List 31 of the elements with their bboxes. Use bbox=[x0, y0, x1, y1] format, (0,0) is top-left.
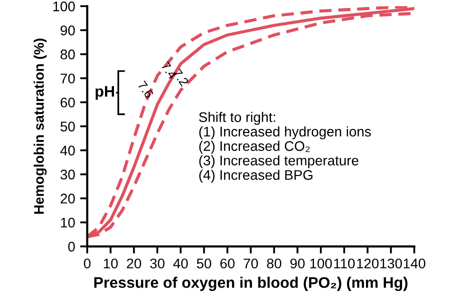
x-tick-label: 50 bbox=[196, 258, 212, 268]
text: 7.6 bbox=[137, 80, 154, 99]
y-tick-label: 30 bbox=[60, 170, 75, 180]
x-tick-label: 110 bbox=[334, 258, 355, 268]
x-tick-label: 40 bbox=[173, 258, 188, 268]
annotation: Shift to right: (1) Increased hydrogen ions (2) Increased CO₂ (3) Increased temperature (4) Increased BPG bbox=[199, 112, 371, 183]
x-tick-label: 60 bbox=[220, 258, 235, 268]
x-tick-label: 90 bbox=[290, 258, 305, 268]
y-tick-label: 100 bbox=[53, 1, 75, 12]
y-tick-label: 20 bbox=[60, 194, 75, 204]
x-axis-title: Pressure of oxygen in blood (PO₂) (mm Hg) bbox=[94, 276, 408, 292]
x-tick-label: 20 bbox=[126, 258, 142, 268]
x-tick-label: 130 bbox=[380, 258, 402, 268]
y-tick-label: 90 bbox=[60, 26, 75, 36]
y-tick-label: 10 bbox=[61, 218, 75, 228]
x-tick-label: 140 bbox=[404, 258, 426, 268]
x-tick-label: 10 bbox=[104, 258, 118, 268]
y-tick-label: 40 bbox=[60, 146, 75, 156]
y-tick-label: 80 bbox=[60, 50, 75, 60]
y-tick-label: 60 bbox=[60, 98, 75, 108]
x-tick-label: 30 bbox=[150, 258, 164, 268]
y-tick-label: 0 bbox=[68, 242, 75, 252]
y-tick-label: 50 bbox=[60, 122, 75, 132]
x-tick-label: 0 bbox=[84, 258, 91, 268]
y-axis-title: Hemoglobin saturation (%) bbox=[34, 38, 47, 214]
x-tick-label: 120 bbox=[357, 258, 379, 268]
annotation: pH bbox=[96, 86, 114, 100]
y-tick-label: 70 bbox=[60, 74, 75, 84]
x-tick-label: 70 bbox=[244, 258, 258, 268]
x-tick-label: 80 bbox=[266, 258, 282, 268]
x-tick-label: 100 bbox=[310, 258, 332, 268]
